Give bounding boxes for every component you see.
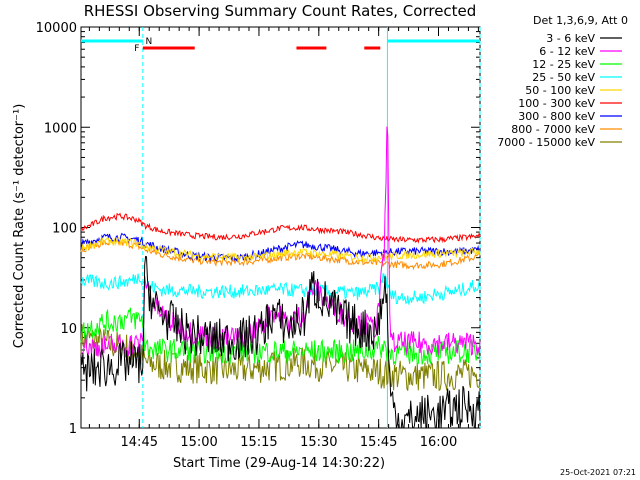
legend-label: 6 - 12 keV	[539, 45, 595, 58]
series-line-3	[80, 272, 481, 305]
plot-area: 1 10 100 1000 10000 14:45 15:00 15:15 15:30 15:45…	[36, 21, 481, 450]
legend-label: 3 - 6 keV	[546, 32, 595, 45]
legend-label: 50 - 100 keV	[525, 84, 595, 97]
legend-label: 7000 - 15000 keV	[497, 136, 595, 149]
legend-label: 800 - 7000 keV	[511, 123, 595, 136]
y-tick-label: 1	[69, 422, 77, 437]
mode-bar-label: F	[134, 44, 139, 54]
series-line-6	[80, 232, 481, 263]
series-line-2	[80, 307, 481, 367]
footer-date: 25-Oct-2021 07:21	[560, 468, 636, 477]
chart-title: RHESSI Observing Summary Count Rates, Co…	[84, 2, 477, 20]
legend-label: 12 - 25 keV	[532, 58, 595, 71]
series-line-4	[80, 236, 481, 263]
y-tick-label: 1000	[44, 121, 77, 136]
x-axis-title: Start Time (29-Aug-14 14:30:22)	[173, 456, 385, 471]
x-tick-label: 15:45	[360, 435, 397, 450]
x-tick-label: 15:00	[180, 435, 217, 450]
series-line-5	[80, 212, 481, 244]
legend-label: 25 - 50 keV	[532, 71, 595, 84]
x-tick-label: 14:45	[121, 435, 158, 450]
y-tick-label: 100	[52, 222, 77, 237]
y-tick-label: 10	[60, 322, 77, 337]
series-line-0	[80, 255, 481, 429]
series-line-1	[80, 126, 481, 359]
legend-label: 100 - 300 keV	[518, 97, 595, 110]
x-tick-label: 15:30	[300, 435, 337, 450]
y-axis-title: Corrected Count Rate (s⁻¹ detector⁻¹)	[12, 104, 27, 349]
legend-header: Det 1,3,6,9, Att 0	[533, 14, 628, 27]
mode-bar-label: N	[145, 37, 152, 47]
x-tick-label: 15:15	[240, 435, 277, 450]
legend-label: 300 - 800 keV	[518, 110, 595, 123]
x-tick-label: 16:00	[420, 435, 457, 450]
y-tick-label: 10000	[36, 21, 77, 36]
series-line-8	[80, 324, 481, 392]
